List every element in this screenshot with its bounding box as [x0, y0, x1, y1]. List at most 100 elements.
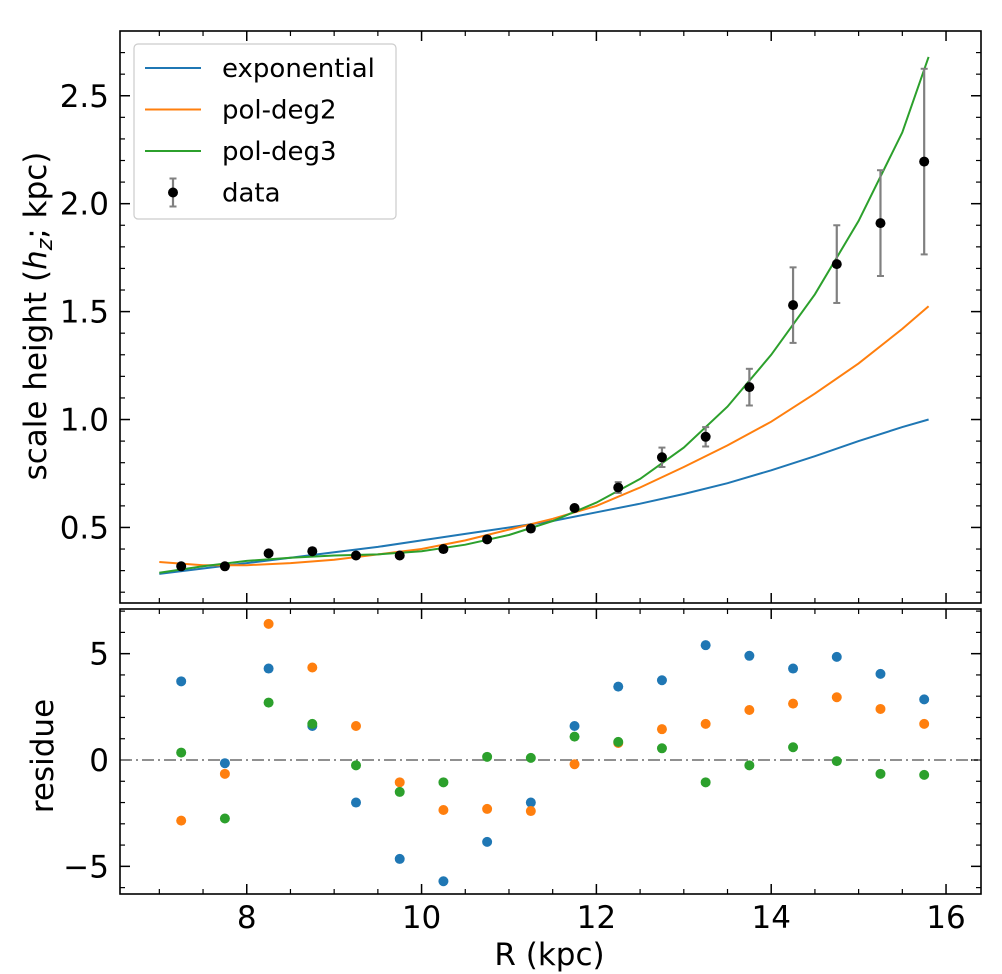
data-point	[525, 523, 536, 534]
top-ticks: 0.5 1.0 1.5 2.0 2.5	[60, 31, 981, 603]
residue-point-exponential	[788, 663, 799, 674]
residue-point-pol-deg2	[788, 698, 799, 709]
residue-point-exponential	[744, 650, 755, 661]
residue-point-exponential	[351, 797, 362, 808]
residue-point-pol-deg2	[744, 705, 755, 716]
residue-point-pol-deg3	[525, 752, 536, 763]
data-point	[656, 452, 667, 463]
legend-handle-point	[168, 187, 178, 198]
residue-point-pol-deg3	[438, 777, 449, 788]
data-point	[438, 544, 449, 555]
residue-point-exponential	[613, 681, 624, 692]
residue-point-pol-deg2	[656, 724, 667, 735]
legend-label-data: data	[222, 179, 281, 209]
residue-point-pol-deg3	[394, 786, 405, 797]
bottom-axes-frame	[119, 608, 982, 895]
top-ytick-label: 0.5	[60, 510, 109, 546]
data-point	[788, 300, 799, 311]
series-line-pol-deg2	[159, 305, 930, 567]
residue-point-pol-deg3	[482, 751, 493, 762]
residue-point-pol-deg3	[219, 813, 230, 824]
top-axes-frame	[119, 30, 982, 604]
residue-point-pol-deg2	[394, 777, 405, 788]
bottom-ytick-label: −5	[63, 849, 109, 885]
data-point	[219, 561, 230, 572]
bottom-xlabel: R (kpc)	[494, 937, 604, 973]
bottom-xtick-label: 14	[751, 900, 790, 936]
residue-point-pol-deg2	[700, 718, 711, 729]
residue-point-pol-deg2	[307, 662, 318, 673]
legend-label-pol-deg3: pol-deg3	[222, 137, 337, 167]
residue-point-exponential	[394, 853, 405, 864]
residue-point-exponential	[831, 651, 842, 662]
residue-point-pol-deg2	[438, 804, 449, 815]
residue-point-exponential	[700, 640, 711, 651]
residue-point-pol-deg2	[176, 815, 187, 826]
top-ylabel-text: scale height (	[18, 270, 54, 481]
residue-point-pol-deg3	[263, 697, 274, 708]
residue-point-pol-deg2	[919, 718, 930, 729]
top-curves	[159, 56, 930, 575]
top-ytick-label: 1.0	[60, 403, 109, 439]
residue-point-exponential	[263, 663, 274, 674]
top-ylabel-text-end: ; kpc)	[18, 152, 54, 239]
residue-point-pol-deg3	[831, 756, 842, 767]
top-ylabel-symbol: h	[18, 250, 54, 270]
residue-point-pol-deg3	[307, 718, 318, 729]
data-point	[831, 259, 842, 270]
top-ylabel: scale height (hz; kpc)	[18, 152, 58, 481]
residue-point-pol-deg3	[919, 769, 930, 780]
top-ylabel-subscript: z	[33, 238, 58, 251]
residue-point-exponential	[482, 836, 493, 847]
residue-point-pol-deg3	[788, 742, 799, 753]
residue-point-exponential	[176, 676, 187, 687]
residue-point-pol-deg2	[569, 759, 580, 770]
data-points	[176, 156, 930, 572]
residue-point-pol-deg3	[569, 731, 580, 742]
residue-point-exponential	[569, 720, 580, 731]
bottom-panel: 8 10 12 14 16 −5 0 5 R (kpc) residue	[25, 608, 982, 973]
residue-point-pol-deg2	[482, 803, 493, 814]
residue-point-pol-deg3	[875, 768, 886, 779]
legend-label-exponential: exponential	[222, 54, 375, 84]
bottom-xtick-label: 8	[237, 900, 257, 936]
residue-point-pol-deg2	[351, 720, 362, 731]
residue-point-exponential	[219, 758, 230, 769]
top-ytick-label: 2.5	[60, 79, 109, 115]
residue-point-pol-deg3	[613, 736, 624, 747]
data-point	[569, 503, 580, 514]
top-panel: 0.5 1.0 1.5 2.0 2.5 exponential pol-deg2 pol-de…	[18, 30, 982, 604]
residue-point-pol-deg2	[263, 618, 274, 629]
residue-point-pol-deg2	[219, 768, 230, 779]
residue-point-pol-deg3	[351, 760, 362, 771]
residue-point-exponential	[525, 797, 536, 808]
data-point	[263, 548, 274, 559]
residue-point-pol-deg2	[525, 806, 536, 817]
residue-point-exponential	[919, 694, 930, 705]
residue-point-pol-deg3	[656, 743, 667, 754]
residue-points	[176, 618, 930, 887]
legend: exponential pol-deg2 pol-deg3 data	[133, 43, 397, 220]
legend-box	[133, 43, 397, 220]
data-point	[176, 561, 187, 572]
data-point	[875, 218, 886, 229]
bottom-ytick-label: 5	[89, 637, 109, 673]
data-point	[919, 156, 930, 167]
residue-point-exponential	[438, 876, 449, 887]
data-point	[482, 534, 493, 545]
top-ytick-label: 1.5	[60, 295, 109, 331]
residue-point-pol-deg2	[875, 703, 886, 714]
residue-point-exponential	[656, 675, 667, 686]
data-point	[613, 482, 624, 493]
residue-point-pol-deg3	[176, 747, 187, 758]
bottom-xtick-label: 16	[926, 900, 965, 936]
series-line-pol-deg3	[159, 56, 930, 574]
data-point	[351, 550, 362, 561]
bottom-ticks: 8 10 12 14 16 −5 0 5	[63, 609, 981, 936]
bottom-xtick-label: 12	[577, 900, 616, 936]
residue-point-pol-deg3	[744, 760, 755, 771]
data-point	[394, 550, 405, 561]
residue-point-pol-deg2	[831, 692, 842, 703]
residue-point-pol-deg3	[700, 777, 711, 788]
bottom-xtick-label: 10	[402, 900, 441, 936]
